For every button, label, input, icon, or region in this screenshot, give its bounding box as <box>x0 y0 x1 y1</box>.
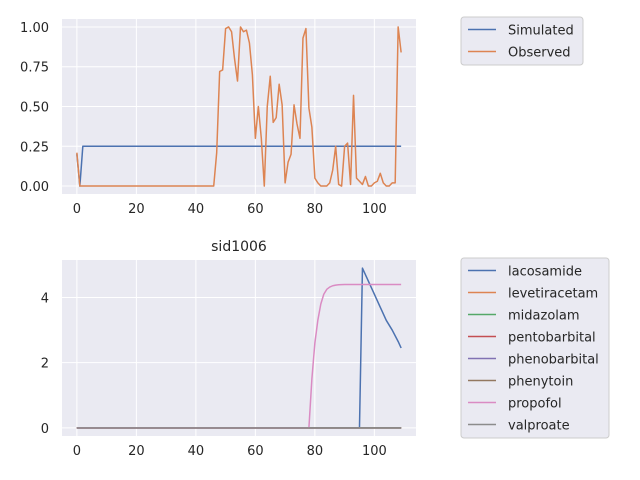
series-line-lacosamide <box>76 267 402 429</box>
legend-label: phenobarbital <box>508 353 599 368</box>
x-tick-label: 40 <box>188 202 205 217</box>
legend: Simulated Observed <box>460 16 584 66</box>
series-line-propofol <box>76 283 402 429</box>
x-tick-label: 40 <box>188 444 205 459</box>
legend-label: Simulated <box>508 24 574 39</box>
chart-panel-2: sid1006 0 20 40 60 80 100 0 2 4 lacosamide levetira… <box>41 239 610 459</box>
legend-label: propofol <box>508 397 562 412</box>
legend: lacosamide levetiracetam midazolam pentobar… <box>460 257 610 439</box>
x-tick-label: 0 <box>73 202 81 217</box>
x-tick-label: 80 <box>307 202 324 217</box>
legend-label: valproate <box>508 419 570 434</box>
y-tick-label: 2 <box>41 357 49 372</box>
legend-label: lacosamide <box>508 265 582 280</box>
series-line-observed <box>76 26 402 187</box>
chart-panel-1: 0 20 40 60 80 100 0.00 0.25 0.50 0.75 1.00 Simulate… <box>20 16 584 217</box>
legend-label: midazolam <box>508 309 580 324</box>
plot-area <box>62 260 416 436</box>
x-tick-label: 20 <box>128 202 145 217</box>
x-tick-label: 20 <box>128 444 145 459</box>
y-tick-label: 0.00 <box>20 180 49 195</box>
y-tick-label: 0.50 <box>20 101 49 116</box>
y-tick-label: 0.75 <box>20 61 49 76</box>
legend-label: phenytoin <box>508 375 573 390</box>
legend-label: pentobarbital <box>508 331 596 346</box>
x-tick-label: 0 <box>73 444 81 459</box>
legend-label: Observed <box>508 46 571 61</box>
y-tick-label: 0.25 <box>20 140 49 155</box>
x-tick-label: 80 <box>307 444 324 459</box>
x-tick-label: 60 <box>247 444 264 459</box>
legend-label: levetiracetam <box>508 287 598 302</box>
x-tick-label: 60 <box>247 202 264 217</box>
y-tick-label: 0 <box>41 422 49 437</box>
legend-box <box>460 257 610 439</box>
x-tick-label: 100 <box>362 202 387 217</box>
chart-title: sid1006 <box>211 239 267 255</box>
y-tick-label: 1.00 <box>20 21 49 36</box>
x-tick-label: 100 <box>362 444 387 459</box>
y-tick-label: 4 <box>41 291 49 306</box>
